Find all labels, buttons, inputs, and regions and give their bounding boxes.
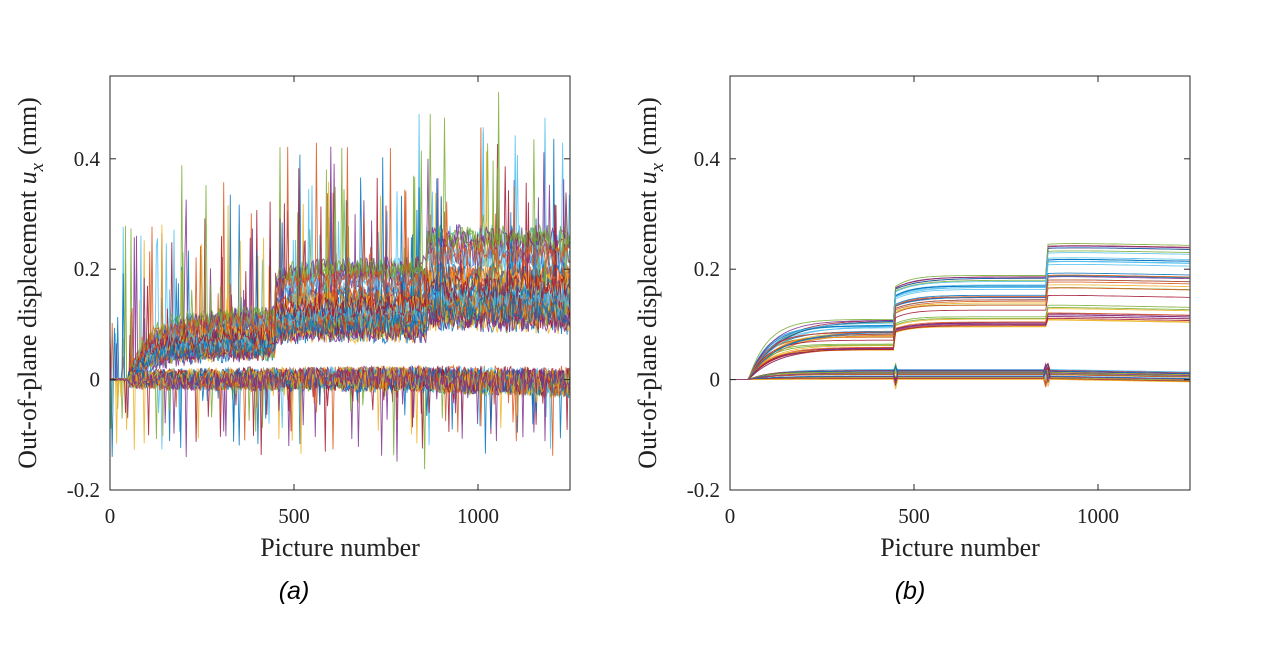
series-b-35 <box>730 317 1190 381</box>
series-b-9 <box>730 281 1190 381</box>
series-b-54 <box>730 371 1190 381</box>
y-tick-label-a-3: 0.4 <box>74 147 101 171</box>
series-a-26 <box>109 160 570 382</box>
series-b-20 <box>730 263 1190 381</box>
series-b-47 <box>730 363 1190 384</box>
x-tick-label-b-2: 1000 <box>1077 504 1119 528</box>
plot-frame-a <box>109 75 571 491</box>
series-b-48 <box>730 366 1190 382</box>
ticks-b: 0 500 1000-0.200.20.4 <box>687 76 1190 528</box>
panel-b: 0 500 1000-0.200.20.4 Picture number Out-o… <box>633 75 1191 605</box>
series-b-32 <box>730 276 1190 381</box>
y-tick-label-b-1: 0 <box>710 368 721 392</box>
x-tick-label-a-1: 500 <box>278 504 310 528</box>
series-a-58 <box>109 366 570 456</box>
y-tick-label-b-0: -0.2 <box>687 478 720 502</box>
series-a-37 <box>109 142 570 387</box>
series-a-33 <box>109 117 570 381</box>
y-axis-unit-b: (mm) <box>633 97 662 155</box>
y-axis-label-text-a: Out-of-plane displacement <box>13 190 42 469</box>
x-tick-label-a-2: 1000 <box>457 504 499 528</box>
series-b-33 <box>730 243 1190 381</box>
series-b-34 <box>730 252 1190 381</box>
y-axis-subscript-a: x <box>27 162 48 172</box>
series-b-57 <box>730 365 1190 381</box>
y-axis-label-a: Out-of-plane displacement ux (mm) <box>13 97 48 469</box>
series-b-26 <box>730 307 1190 381</box>
y-axis-unit-a: (mm) <box>13 97 42 155</box>
x-tick-label-b-0: 0 <box>725 504 736 528</box>
y-axis-symbol-a: u <box>13 171 42 184</box>
series-a-32 <box>109 146 570 382</box>
series-b-24 <box>730 284 1190 381</box>
y-tick-label-a-0: -0.2 <box>67 478 100 502</box>
series-a-36 <box>109 178 570 382</box>
y-axis-subscript-b: x <box>647 162 668 172</box>
caption-b: (b) <box>895 577 926 605</box>
series-b-12 <box>730 304 1190 381</box>
series-b-51 <box>730 372 1190 385</box>
x-axis-label-a: Picture number <box>260 533 420 562</box>
y-tick-label-a-2: 0.2 <box>74 257 100 281</box>
series-a-59 <box>109 366 570 454</box>
caption-a: (a) <box>279 577 310 605</box>
series-b-50 <box>730 365 1190 381</box>
ticks-a: 0 500 1000-0.200.20.4 <box>67 76 570 528</box>
series-b-59 <box>730 378 1190 390</box>
series-a-35 <box>109 190 570 382</box>
y-tick-label-b-3: 0.4 <box>694 147 721 171</box>
y-tick-label-a-1: 0 <box>90 368 101 392</box>
x-tick-label-b-1: 500 <box>898 504 930 528</box>
x-tick-label-a-0: 0 <box>105 504 116 528</box>
series-a-34 <box>109 188 570 382</box>
series-b-3 <box>730 308 1190 381</box>
series-b-40 <box>730 368 1190 382</box>
series-b-7 <box>730 245 1190 381</box>
y-axis-label-text-b: Out-of-plane displacement <box>633 190 662 469</box>
series-b-36 <box>730 275 1190 381</box>
plot-frame-b <box>729 75 1191 491</box>
series-b-27 <box>730 260 1190 381</box>
y-axis-symbol-b: u <box>633 171 662 184</box>
series-b-22 <box>730 247 1190 381</box>
x-axis-label-b: Picture number <box>880 533 1040 562</box>
series-b-31 <box>730 319 1190 381</box>
y-axis-label-b: Out-of-plane displacement ux (mm) <box>633 97 668 469</box>
panel-a: 0 500 1000-0.200.20.4 Picture number Out-o… <box>13 75 571 605</box>
series-b-37 <box>730 274 1190 381</box>
series-b-28 <box>730 294 1190 381</box>
traces-b <box>730 243 1190 390</box>
series-b-25 <box>730 245 1190 381</box>
traces-a <box>109 91 570 470</box>
y-tick-label-b-2: 0.2 <box>694 257 720 281</box>
series-a-60 <box>109 365 570 458</box>
series-b-60 <box>730 365 1190 384</box>
series-b-23 <box>730 312 1190 381</box>
